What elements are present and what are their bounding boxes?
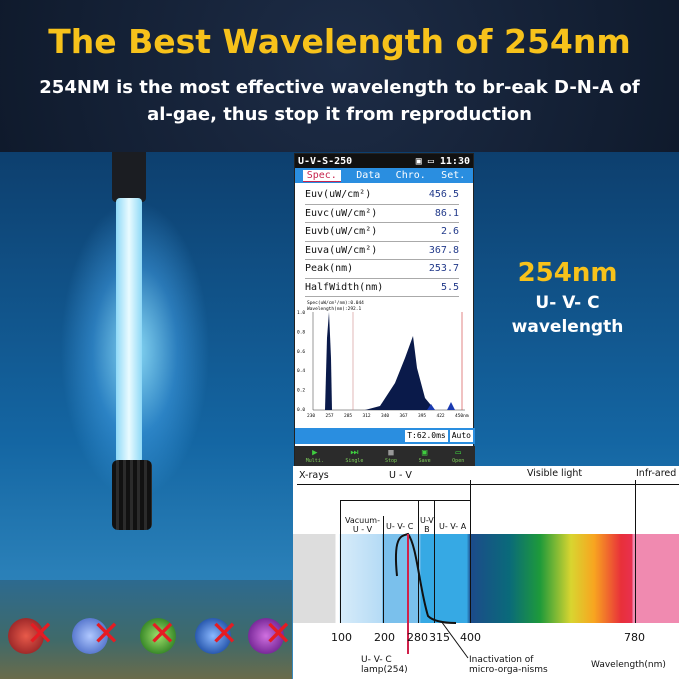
integration-time: T:62.0ms: [405, 430, 448, 442]
subtitle-line-1: 254NM is the most effective wavelength t…: [39, 77, 640, 98]
multi-button[interactable]: ▶ Multi.: [305, 448, 324, 464]
divider-280: [418, 500, 419, 623]
tick-280: 280: [407, 631, 428, 644]
lamp-label: U- V- C lamp(254): [361, 655, 408, 675]
label-uv: U - V: [389, 470, 412, 481]
tick-100: 100: [331, 631, 352, 644]
x-tick-label: 312: [363, 413, 371, 419]
spectrum-bar: [293, 534, 679, 623]
uv-subrange-line: [340, 500, 470, 501]
x-tick-label: 422: [437, 413, 445, 419]
tab-data[interactable]: Data: [356, 170, 381, 181]
data-row: Euvc(uW/cm²) 86.1: [305, 205, 459, 223]
data-row: Euvb(uW/cm²) 2.6: [305, 223, 459, 242]
band-uvb: U-V B: [420, 516, 434, 534]
label-xrays: X-rays: [299, 470, 329, 481]
small-peaks: [427, 402, 455, 410]
wavelength-highlight: 254nm: [517, 258, 618, 288]
x-tick-label: 367: [400, 413, 408, 419]
graph-info-wavelength: Wavelength(nm):292.1: [307, 306, 361, 312]
open-button[interactable]: ▭ Open: [452, 448, 465, 464]
cross-icon: ✕: [92, 614, 121, 654]
tab-spec[interactable]: Spec.: [302, 169, 341, 182]
label-infrared: Infr-ared: [636, 468, 677, 479]
band-uva: U- V- A: [439, 522, 467, 531]
save-icon: ▣: [421, 448, 428, 458]
label-visible: Visible light: [527, 468, 583, 479]
x-tick-label: 285: [344, 413, 352, 419]
tick-315: 315: [429, 631, 450, 644]
uvc-label: U- V- C: [535, 293, 600, 313]
lamp-end-cap: [112, 460, 152, 530]
y-tick-label: 0.0: [297, 407, 305, 413]
axis-label: Wavelength(nm): [591, 660, 666, 670]
data-row: Euv(uW/cm²) 456.5: [305, 186, 459, 205]
cross-icon: ✕: [210, 614, 239, 654]
x-tick-label: 340: [381, 413, 389, 419]
x-tick-label: 257: [326, 413, 334, 419]
broad-peak: [365, 336, 435, 410]
tick-780: 780: [624, 631, 645, 644]
x-tick-label: 450nm: [455, 413, 469, 419]
band-uvc: U- V- C: [386, 522, 414, 531]
save-button[interactable]: ▣ Save: [418, 448, 431, 464]
single-button[interactable]: ⏭ Single: [345, 448, 364, 464]
bacteria-icon: [8, 618, 44, 654]
tick-400: 400: [460, 631, 481, 644]
curve-pointer: [440, 620, 469, 659]
data-row: Euva(uW/cm²) 367.8: [305, 242, 459, 260]
y-tick-label: 0.2: [297, 388, 305, 394]
x-tick-label: 230: [307, 413, 315, 419]
microbe-icon: [248, 618, 284, 654]
tab-bar: Spec. Data Chro. Set.: [295, 168, 473, 183]
y-tick-label: 1.0: [297, 310, 305, 316]
band-vacuum-uv: Vacuum- U - V: [345, 516, 380, 534]
tab-set[interactable]: Set.: [441, 170, 466, 181]
wavelength-label: wavelength: [511, 317, 624, 337]
tab-chro[interactable]: Chro.: [395, 170, 426, 181]
divider-200: [383, 516, 384, 623]
cross-icon: ✕: [264, 614, 293, 654]
clock: ▣ ▭ 11:30: [415, 155, 470, 167]
tick-200: 200: [374, 631, 395, 644]
subtitle-line-2: al-gae, thus stop it from reproduction: [147, 104, 532, 125]
cross-icon: ✕: [148, 614, 177, 654]
lamp-cable-end: [112, 152, 146, 202]
y-tick-label: 0.8: [297, 329, 305, 335]
protozoa-icon: [72, 618, 108, 654]
cross-icon: ✕: [26, 614, 55, 654]
divider-315: [434, 500, 435, 623]
device-buttons: ▶ Multi. ⏭ Single ■ Stop ▣ Save ▭ Open: [295, 446, 475, 468]
divider-100: [340, 500, 341, 623]
germicidal-curve: [395, 532, 469, 659]
page-title: The Best Wavelength of 254nm: [48, 22, 631, 61]
auto-mode-button[interactable]: Auto: [449, 430, 473, 442]
folder-icon: ▭: [455, 448, 461, 458]
spectrum-graph: Spec(uW/cm²/nm):0.044 Wavelength(nm):292…: [297, 300, 469, 419]
range-line: [297, 484, 679, 485]
bacillus-icon: [195, 618, 231, 654]
graph-info-spec: Spec(uW/cm²/nm):0.044: [307, 300, 364, 306]
peak-254: [325, 312, 332, 410]
y-tick-label: 0.6: [297, 349, 305, 355]
uv-meter-screen: U-V-S-250 ▣ ▭ 11:30 Spec. Data Chro. Set.…: [294, 153, 475, 468]
data-row: HalfWidth(nm) 5.5: [305, 279, 459, 297]
virus-icon: [140, 618, 176, 654]
step-icon: ⏭: [350, 448, 359, 458]
electromagnetic-spectrum-diagram: X-rays U - V Visible light Infr-ared Vac…: [293, 466, 679, 679]
play-icon: ▶: [312, 448, 318, 458]
status-bar: U-V-S-250 ▣ ▭ 11:30: [295, 154, 473, 168]
uv-lamp-tube: [116, 198, 142, 463]
divider-400: [470, 480, 471, 623]
y-tick-label: 0.4: [297, 368, 305, 374]
measurement-bar: T:62.0ms Auto: [295, 428, 475, 444]
device-model: U-V-S-250: [298, 155, 353, 167]
stop-icon: ■: [388, 448, 394, 458]
stop-button[interactable]: ■ Stop: [384, 448, 398, 464]
header-banner: [0, 0, 679, 152]
x-tick-label: 395: [418, 413, 426, 419]
divider-780: [635, 480, 636, 623]
curve-label: Inactivation of micro-orga-nisms: [469, 655, 548, 675]
data-row: Peak(nm) 253.7: [305, 260, 459, 279]
